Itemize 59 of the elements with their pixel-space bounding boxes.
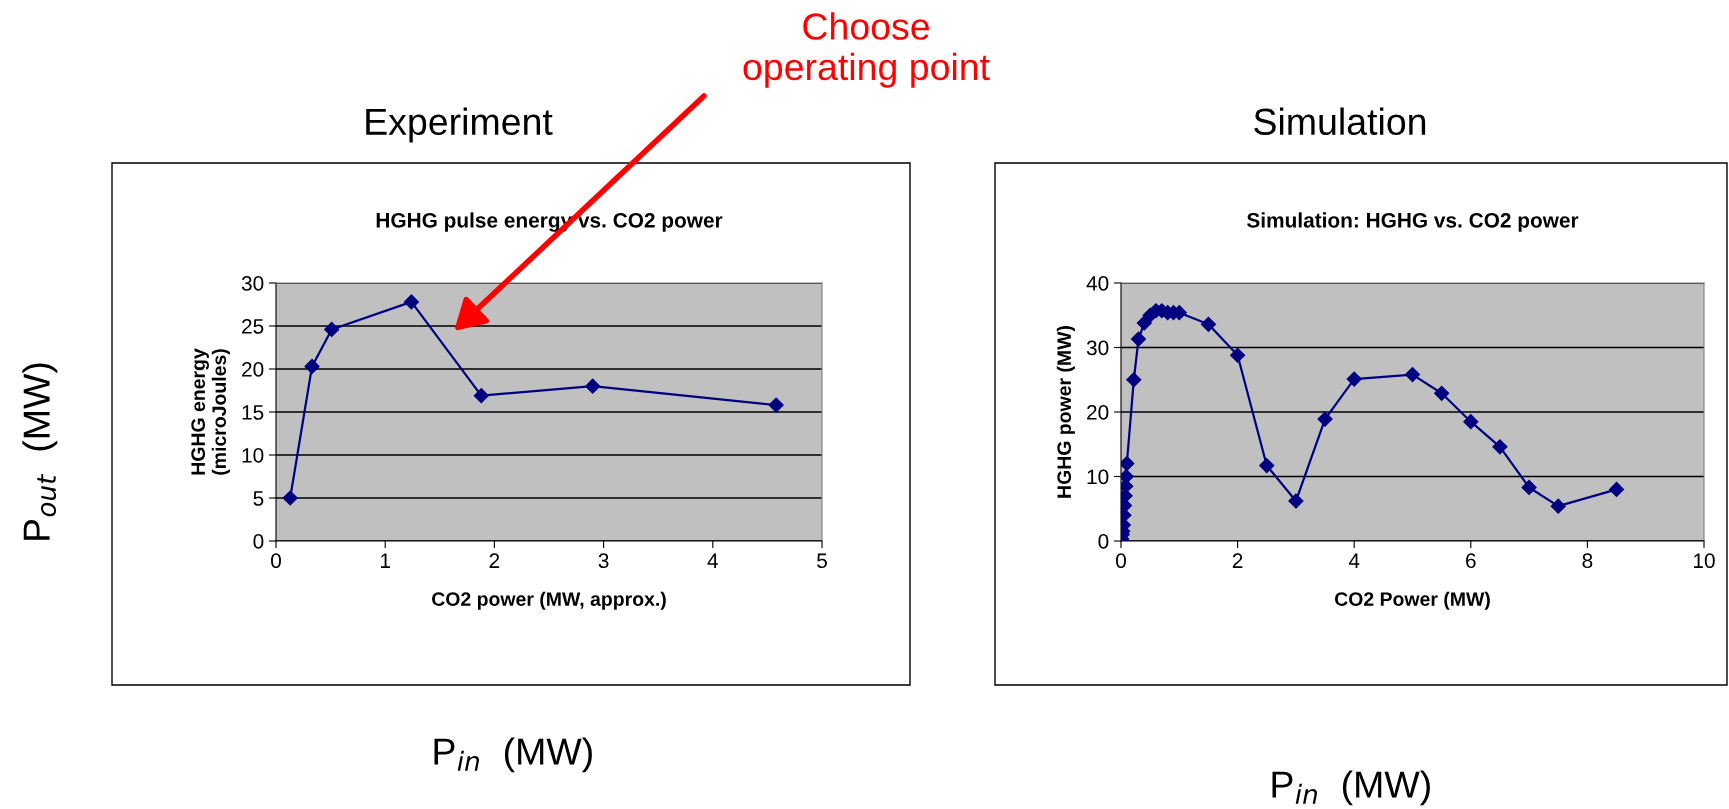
y-tick-label: 5 [253, 491, 264, 506]
x-tick-label: 8 [1582, 553, 1593, 569]
y-tick-label: 10 [242, 448, 264, 463]
x-axis-title: CO2 Power (MW) [1334, 591, 1490, 610]
x-axis-title: CO2 power (MW, approx.) [432, 591, 666, 610]
point [1136, 315, 1152, 331]
x-tick-label: 3 [598, 553, 609, 569]
chart-title: Simulation: HGHG vs. CO2 power [1246, 212, 1579, 232]
point [1404, 367, 1421, 383]
point [304, 358, 320, 374]
x-tick-label: 5 [817, 553, 827, 569]
point [324, 321, 340, 338]
y-axis-title: HGHG energy (microJoules) [191, 348, 230, 475]
x-tick-label: 1 [381, 553, 390, 568]
point [1463, 414, 1479, 430]
point [1550, 498, 1566, 514]
text: P$_{in}$ (MW) [1272, 770, 1430, 806]
x-tick-label: 4 [1348, 553, 1360, 568]
point [1317, 411, 1333, 427]
y-tick-label: 30 [241, 276, 264, 291]
y-axis-title: HGHG power (MW) [1056, 326, 1075, 498]
point [1126, 372, 1142, 388]
point [1200, 316, 1217, 332]
x-tick-label: 2 [489, 553, 500, 568]
point [403, 294, 419, 310]
point [1346, 371, 1362, 387]
x-tick-label: 10 [1694, 553, 1715, 569]
text: Choose operating point [743, 12, 990, 88]
x-tick-label: 6 [1466, 553, 1476, 569]
point [1608, 481, 1625, 497]
point [1230, 347, 1246, 363]
text: P$_{in}$ (MW) [434, 737, 592, 773]
point [1434, 385, 1450, 401]
x-tick-label: 4 [707, 553, 718, 568]
point [282, 490, 298, 506]
y-tick-label: 0 [253, 534, 264, 549]
point [473, 388, 489, 404]
x-tick-label: 0 [271, 553, 281, 569]
y-tick-label: 25 [242, 319, 264, 334]
point [1288, 493, 1304, 509]
y-tick-label: 40 [1086, 276, 1109, 291]
point [1492, 439, 1508, 455]
y-tick-label: 15 [242, 405, 264, 420]
point [768, 397, 784, 413]
point [1121, 456, 1135, 472]
text: Simulation [1254, 107, 1426, 136]
x-tick-label: 2 [1232, 553, 1243, 568]
text: Experiment [366, 107, 553, 143]
point [1521, 479, 1537, 496]
x-tick-label: 0 [1116, 553, 1126, 569]
point [585, 378, 601, 394]
y-tick-label: 20 [1087, 405, 1109, 420]
y-tick-label: 20 [242, 362, 264, 377]
text: P$_{out}$ (MW) [22, 363, 58, 540]
y-tick-label: 30 [1086, 340, 1109, 356]
point [1130, 331, 1147, 347]
y-tick-label: 10 [1087, 469, 1109, 485]
point [1259, 457, 1275, 474]
y-tick-label: 0 [1098, 534, 1109, 549]
